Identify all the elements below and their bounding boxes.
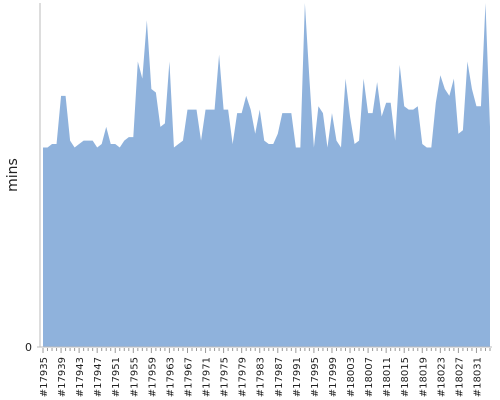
x-tick-label: #17963 bbox=[165, 357, 176, 397]
x-tick-label: #17955 bbox=[129, 357, 140, 397]
x-tick-label: #17943 bbox=[75, 357, 86, 397]
x-tick-label: #17935 bbox=[39, 357, 50, 397]
x-tick-label: #17999 bbox=[328, 357, 339, 397]
x-tick-label: #17991 bbox=[292, 357, 303, 397]
x-tick-label: #18015 bbox=[400, 357, 411, 397]
x-tick-label: #18031 bbox=[472, 357, 483, 397]
x-tick-label: #17983 bbox=[256, 357, 267, 397]
x-tick-label: #17951 bbox=[111, 357, 122, 397]
x-tick-label: #18019 bbox=[418, 357, 429, 397]
x-tick-label: #17987 bbox=[274, 357, 285, 397]
x-tick-label: #17995 bbox=[310, 357, 321, 397]
x-tick-label: #17979 bbox=[238, 357, 249, 397]
x-tick-label: #18023 bbox=[436, 357, 447, 397]
x-tick-label: #17975 bbox=[220, 357, 231, 397]
x-tick-label: #17939 bbox=[57, 357, 68, 397]
x-tick-label: #18007 bbox=[364, 357, 375, 397]
x-tick-label: #18011 bbox=[382, 357, 393, 397]
x-tick-label: #18027 bbox=[454, 357, 465, 397]
y-tick-label: 0 bbox=[25, 341, 32, 354]
x-tick-label: #18003 bbox=[346, 357, 357, 397]
x-tick-label: #17971 bbox=[202, 357, 213, 397]
y-axis-label: mins bbox=[5, 158, 21, 192]
x-tick-label: #17959 bbox=[147, 357, 158, 397]
x-tick-label: #17947 bbox=[93, 357, 104, 397]
x-tick-label: #17967 bbox=[183, 357, 194, 397]
area bbox=[43, 3, 490, 347]
